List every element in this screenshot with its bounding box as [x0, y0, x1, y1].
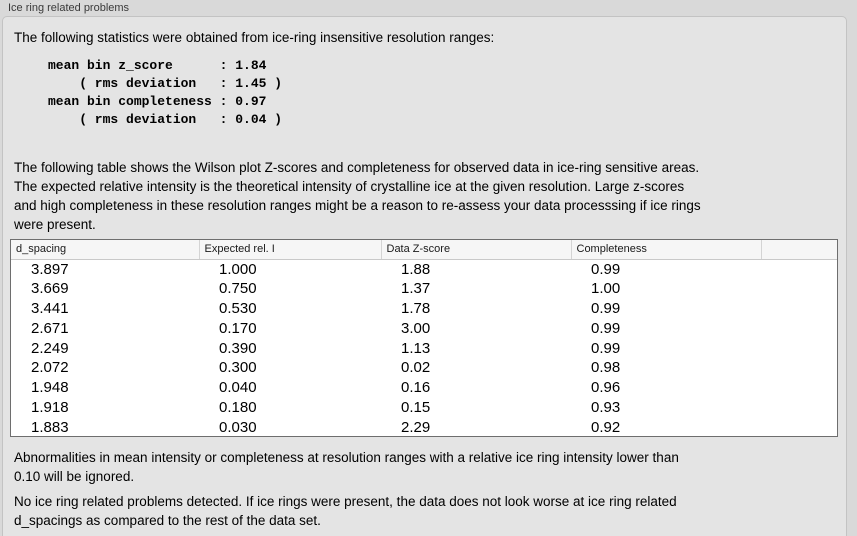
column-header-filler	[760, 240, 837, 260]
table-cell: 1.78	[401, 299, 431, 317]
column-header-d-spacing[interactable]: d_spacing	[11, 240, 199, 260]
table-cell: 1.918	[31, 398, 69, 416]
table-row[interactable]: 2.671 0.170 3.00 0.99	[11, 318, 837, 338]
table-cell	[761, 378, 837, 398]
table-cell: 3.441	[31, 299, 69, 317]
table-cell: 0.02	[401, 359, 431, 377]
table-cell: 2.249	[31, 339, 69, 357]
table-cell: 3.897	[31, 260, 69, 278]
column-header-completeness[interactable]: Completeness	[570, 240, 761, 260]
table-row[interactable]: 2.072 0.300 0.02 0.98	[11, 358, 837, 378]
table-cell	[761, 318, 837, 338]
group-box-panel: The following statistics were obtained f…	[2, 16, 847, 536]
table-row[interactable]: 1.918 0.180 0.15 0.93	[11, 398, 837, 418]
table-cell: 1.948	[31, 379, 69, 397]
column-header-expected-rel-i[interactable]: Expected rel. I	[198, 240, 381, 260]
ignore-threshold-note: Abnormalities in mean intensity or compl…	[14, 450, 679, 484]
table-row[interactable]: 1.883 0.030 2.29 0.92	[11, 417, 837, 436]
table-cell: 0.750	[219, 280, 257, 298]
table-cell: 0.530	[219, 299, 257, 317]
table-row[interactable]: 3.669 0.750 1.37 1.00	[11, 279, 837, 299]
table-cell: 0.98	[591, 359, 621, 377]
table-header-row: d_spacing Expected rel. I Data Z-score C…	[11, 240, 837, 260]
table-cell: 2.29	[401, 418, 431, 436]
table-cell: 0.170	[219, 319, 257, 337]
table-cell	[761, 259, 837, 279]
table-cell: 1.000	[219, 260, 257, 278]
table-cell	[761, 299, 837, 319]
table-body: 3.897 1.000 1.88 0.99 3.669 0.750 1.37 1.00 3.44…	[11, 259, 837, 436]
table-cell: 0.96	[591, 379, 621, 397]
table-cell: 0.040	[219, 379, 257, 397]
table-row[interactable]: 2.249 0.390 1.13 0.99	[11, 338, 837, 358]
conclusion-text: No ice ring related problems detected. I…	[14, 494, 677, 528]
table-cell: 0.99	[591, 339, 621, 357]
statistics-block: mean bin z_score : 1.84 ( rms deviation …	[48, 58, 283, 127]
table-cell: 0.99	[591, 299, 621, 317]
table-cell: 1.37	[401, 280, 431, 298]
table-description: The following table shows the Wilson plo…	[14, 160, 701, 232]
table-cell: 0.16	[401, 379, 431, 397]
table-cell: 0.030	[219, 418, 257, 436]
table-cell: 0.15	[401, 398, 431, 416]
table-cell: 3.669	[31, 280, 69, 298]
group-box-label: Ice ring related problems	[8, 2, 130, 14]
ice-ring-table: d_spacing Expected rel. I Data Z-score C…	[10, 239, 838, 437]
table-cell: 1.00	[591, 280, 621, 298]
table-row[interactable]: 3.897 1.000 1.88 0.99	[11, 259, 837, 279]
table-cell: 0.99	[591, 319, 621, 337]
table-cell	[761, 338, 837, 358]
column-header-data-z-score[interactable]: Data Z-score	[380, 240, 571, 260]
table-cell	[761, 279, 837, 299]
table-cell: 0.180	[219, 398, 257, 416]
table-cell	[761, 417, 837, 436]
table-cell: 0.93	[591, 398, 621, 416]
table-cell: 2.072	[31, 359, 69, 377]
table-cell: 0.300	[219, 359, 257, 377]
table-row[interactable]: 1.948 0.040 0.16 0.96	[11, 378, 837, 398]
table-cell: 1.13	[401, 339, 431, 357]
table-cell	[761, 358, 837, 378]
table-cell: 3.00	[401, 319, 431, 337]
table-cell: 1.88	[401, 260, 431, 278]
intro-text: The following statistics were obtained f…	[14, 30, 495, 45]
table-cell: 1.883	[31, 418, 69, 436]
table-cell: 2.671	[31, 319, 69, 337]
table-cell: 0.92	[591, 418, 621, 436]
table-row[interactable]: 3.441 0.530 1.78 0.99	[11, 299, 837, 319]
table-cell: 0.99	[591, 260, 621, 278]
table-cell: 0.390	[219, 339, 257, 357]
table-cell	[761, 398, 837, 418]
